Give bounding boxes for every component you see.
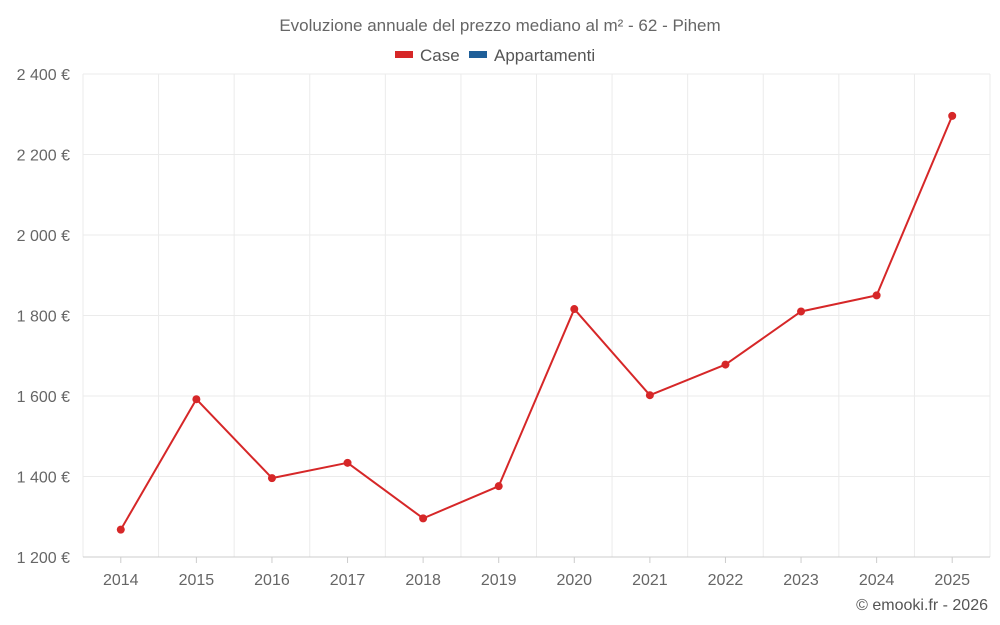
x-tick-label: 2021	[632, 572, 668, 589]
series-line-case	[119, 115, 954, 531]
data-point[interactable]: 2023: 1810	[797, 307, 806, 316]
x-tick-label: 2019	[481, 572, 517, 589]
data-point[interactable]: 2020: 1816	[570, 305, 579, 314]
chart-title: Evoluzione annuale del prezzo mediano al…	[279, 16, 720, 35]
data-point[interactable]: 2016: 1396	[267, 474, 276, 483]
x-tick-label: 2023	[783, 572, 819, 589]
y-tick-label: 1 400 €	[17, 470, 70, 487]
legend-swatch-appartamenti[interactable]	[469, 51, 487, 58]
data-point[interactable]: 2024: 1850	[872, 291, 881, 300]
legend-label-appartamenti[interactable]: Appartamenti	[494, 46, 595, 65]
x-tick-label: 2014	[103, 572, 139, 589]
legend-label-case[interactable]: Case	[420, 46, 460, 65]
x-tick-label: 2015	[179, 572, 215, 589]
data-point[interactable]: 2021: 1602	[645, 391, 654, 400]
data-point[interactable]: 2015: 1592	[192, 395, 201, 404]
legend-swatch-case[interactable]	[395, 51, 413, 58]
y-tick-label: 2 400 €	[17, 67, 70, 84]
credit-text: © emooki.fr - 2026	[856, 597, 988, 614]
series-case: 2014: 1268 2015: 1592 2016: 1396 2017: 1434…	[116, 111, 957, 534]
x-tick-label: 2018	[405, 572, 441, 589]
x-tick-label: 2022	[708, 572, 744, 589]
data-point[interactable]: 2019: 1376	[494, 482, 503, 491]
data-point[interactable]: 2018: 1296	[419, 514, 428, 523]
axes: 1 200 € 1 400 € 1 600 € 1 800 € 2 000 € 2 200…	[17, 67, 990, 589]
x-tick-label: 2017	[330, 572, 366, 589]
y-tick-label: 2 000 €	[17, 228, 70, 245]
data-point[interactable]: 2017: 1434	[343, 458, 352, 467]
y-tick-label: 1 600 €	[17, 389, 70, 406]
x-tick-label: 2016	[254, 572, 290, 589]
x-tick-label: 2025	[934, 572, 970, 589]
data-point[interactable]: 2014: 1268	[116, 525, 125, 534]
y-tick-label: 1 200 €	[17, 550, 70, 567]
data-point[interactable]: 2025: 2296	[948, 111, 957, 120]
y-tick-label: 1 800 €	[17, 309, 70, 326]
data-point[interactable]: 2022: 1678	[721, 360, 730, 369]
x-tick-label: 2024	[859, 572, 895, 589]
x-tick-label: 2020	[556, 572, 592, 589]
gridlines	[82, 73, 991, 557]
legend: Case Appartamenti	[395, 46, 595, 65]
y-tick-label: 2 200 €	[17, 148, 70, 165]
